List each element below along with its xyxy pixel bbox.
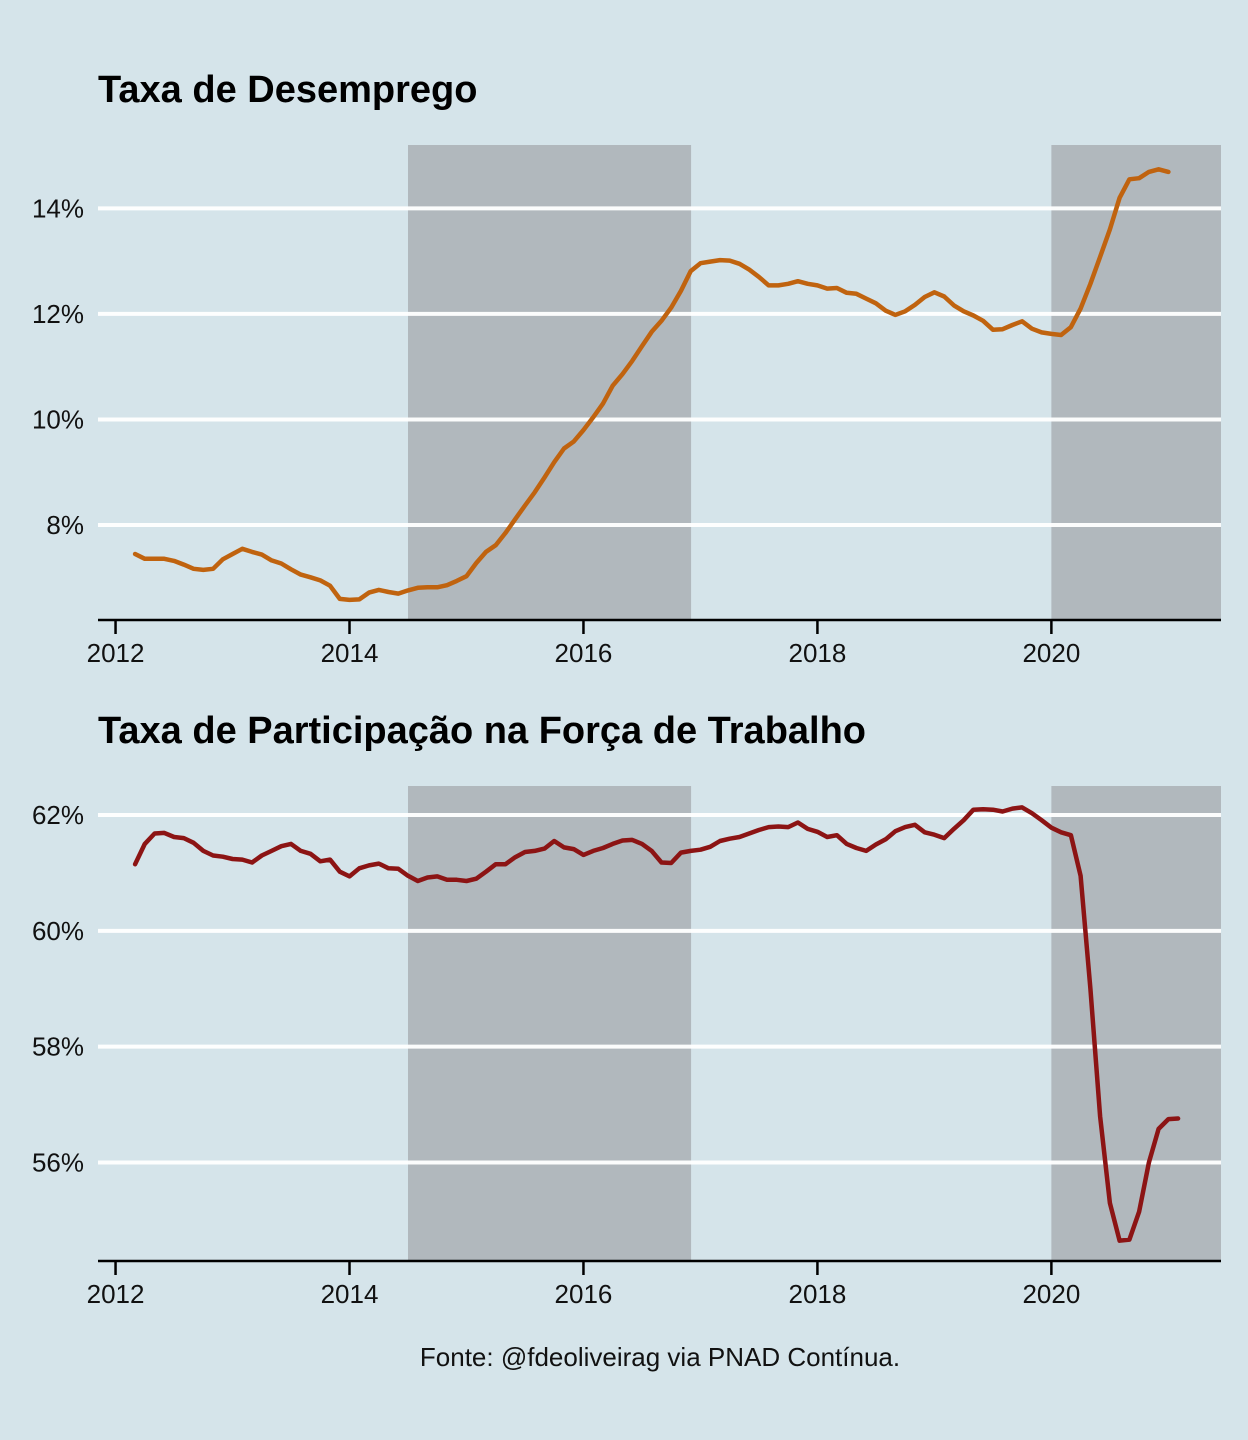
unemployment-shaded-period-0 (407, 145, 692, 620)
participation-y-tick-label: 58% (32, 1032, 84, 1062)
participation-x-tick-label: 2018 (789, 1279, 847, 1309)
participation-chart-title: Taxa de Participação na Força de Trabalh… (98, 710, 866, 752)
participation-x-tick-label: 2014 (321, 1279, 379, 1309)
participation-series-line (132, 805, 1181, 1243)
unemployment-series-line (132, 167, 1171, 603)
source-note: Fonte: @fdeoliveirag via PNAD Contínua. (420, 1342, 900, 1372)
unemployment-x-tick-label: 2014 (321, 638, 379, 668)
unemployment-shaded-period-1 (1051, 145, 1221, 620)
unemployment-y-tick-label: 8% (46, 510, 84, 540)
participation-x-tick-label: 2012 (87, 1279, 145, 1309)
participation-y-tick-label: 60% (32, 916, 84, 946)
unemployment-y-tick-label: 12% (32, 299, 84, 329)
unemployment-x-tick-label: 2012 (87, 638, 145, 668)
participation-shaded-period-0 (407, 786, 692, 1261)
unemployment-x-tick-label: 2020 (1022, 638, 1080, 668)
participation-panel: Taxa de Participação na Força de Trabalh… (32, 710, 1221, 1309)
unemployment-y-tick-label: 14% (32, 193, 84, 223)
participation-x-tick-label: 2020 (1022, 1279, 1080, 1309)
unemployment-chart-title: Taxa de Desemprego (98, 69, 477, 111)
participation-y-tick-label: 62% (32, 800, 84, 830)
participation-y-tick-label: 56% (32, 1148, 84, 1178)
participation-x-tick-label: 2016 (555, 1279, 613, 1309)
unemployment-x-tick-label: 2016 (555, 638, 613, 668)
unemployment-y-tick-label: 10% (32, 404, 84, 434)
unemployment-x-tick-label: 2018 (789, 638, 847, 668)
unemployment-panel: Taxa de Desemprego 8% 10% 12% 14% 2012 2014 2… (32, 69, 1221, 668)
